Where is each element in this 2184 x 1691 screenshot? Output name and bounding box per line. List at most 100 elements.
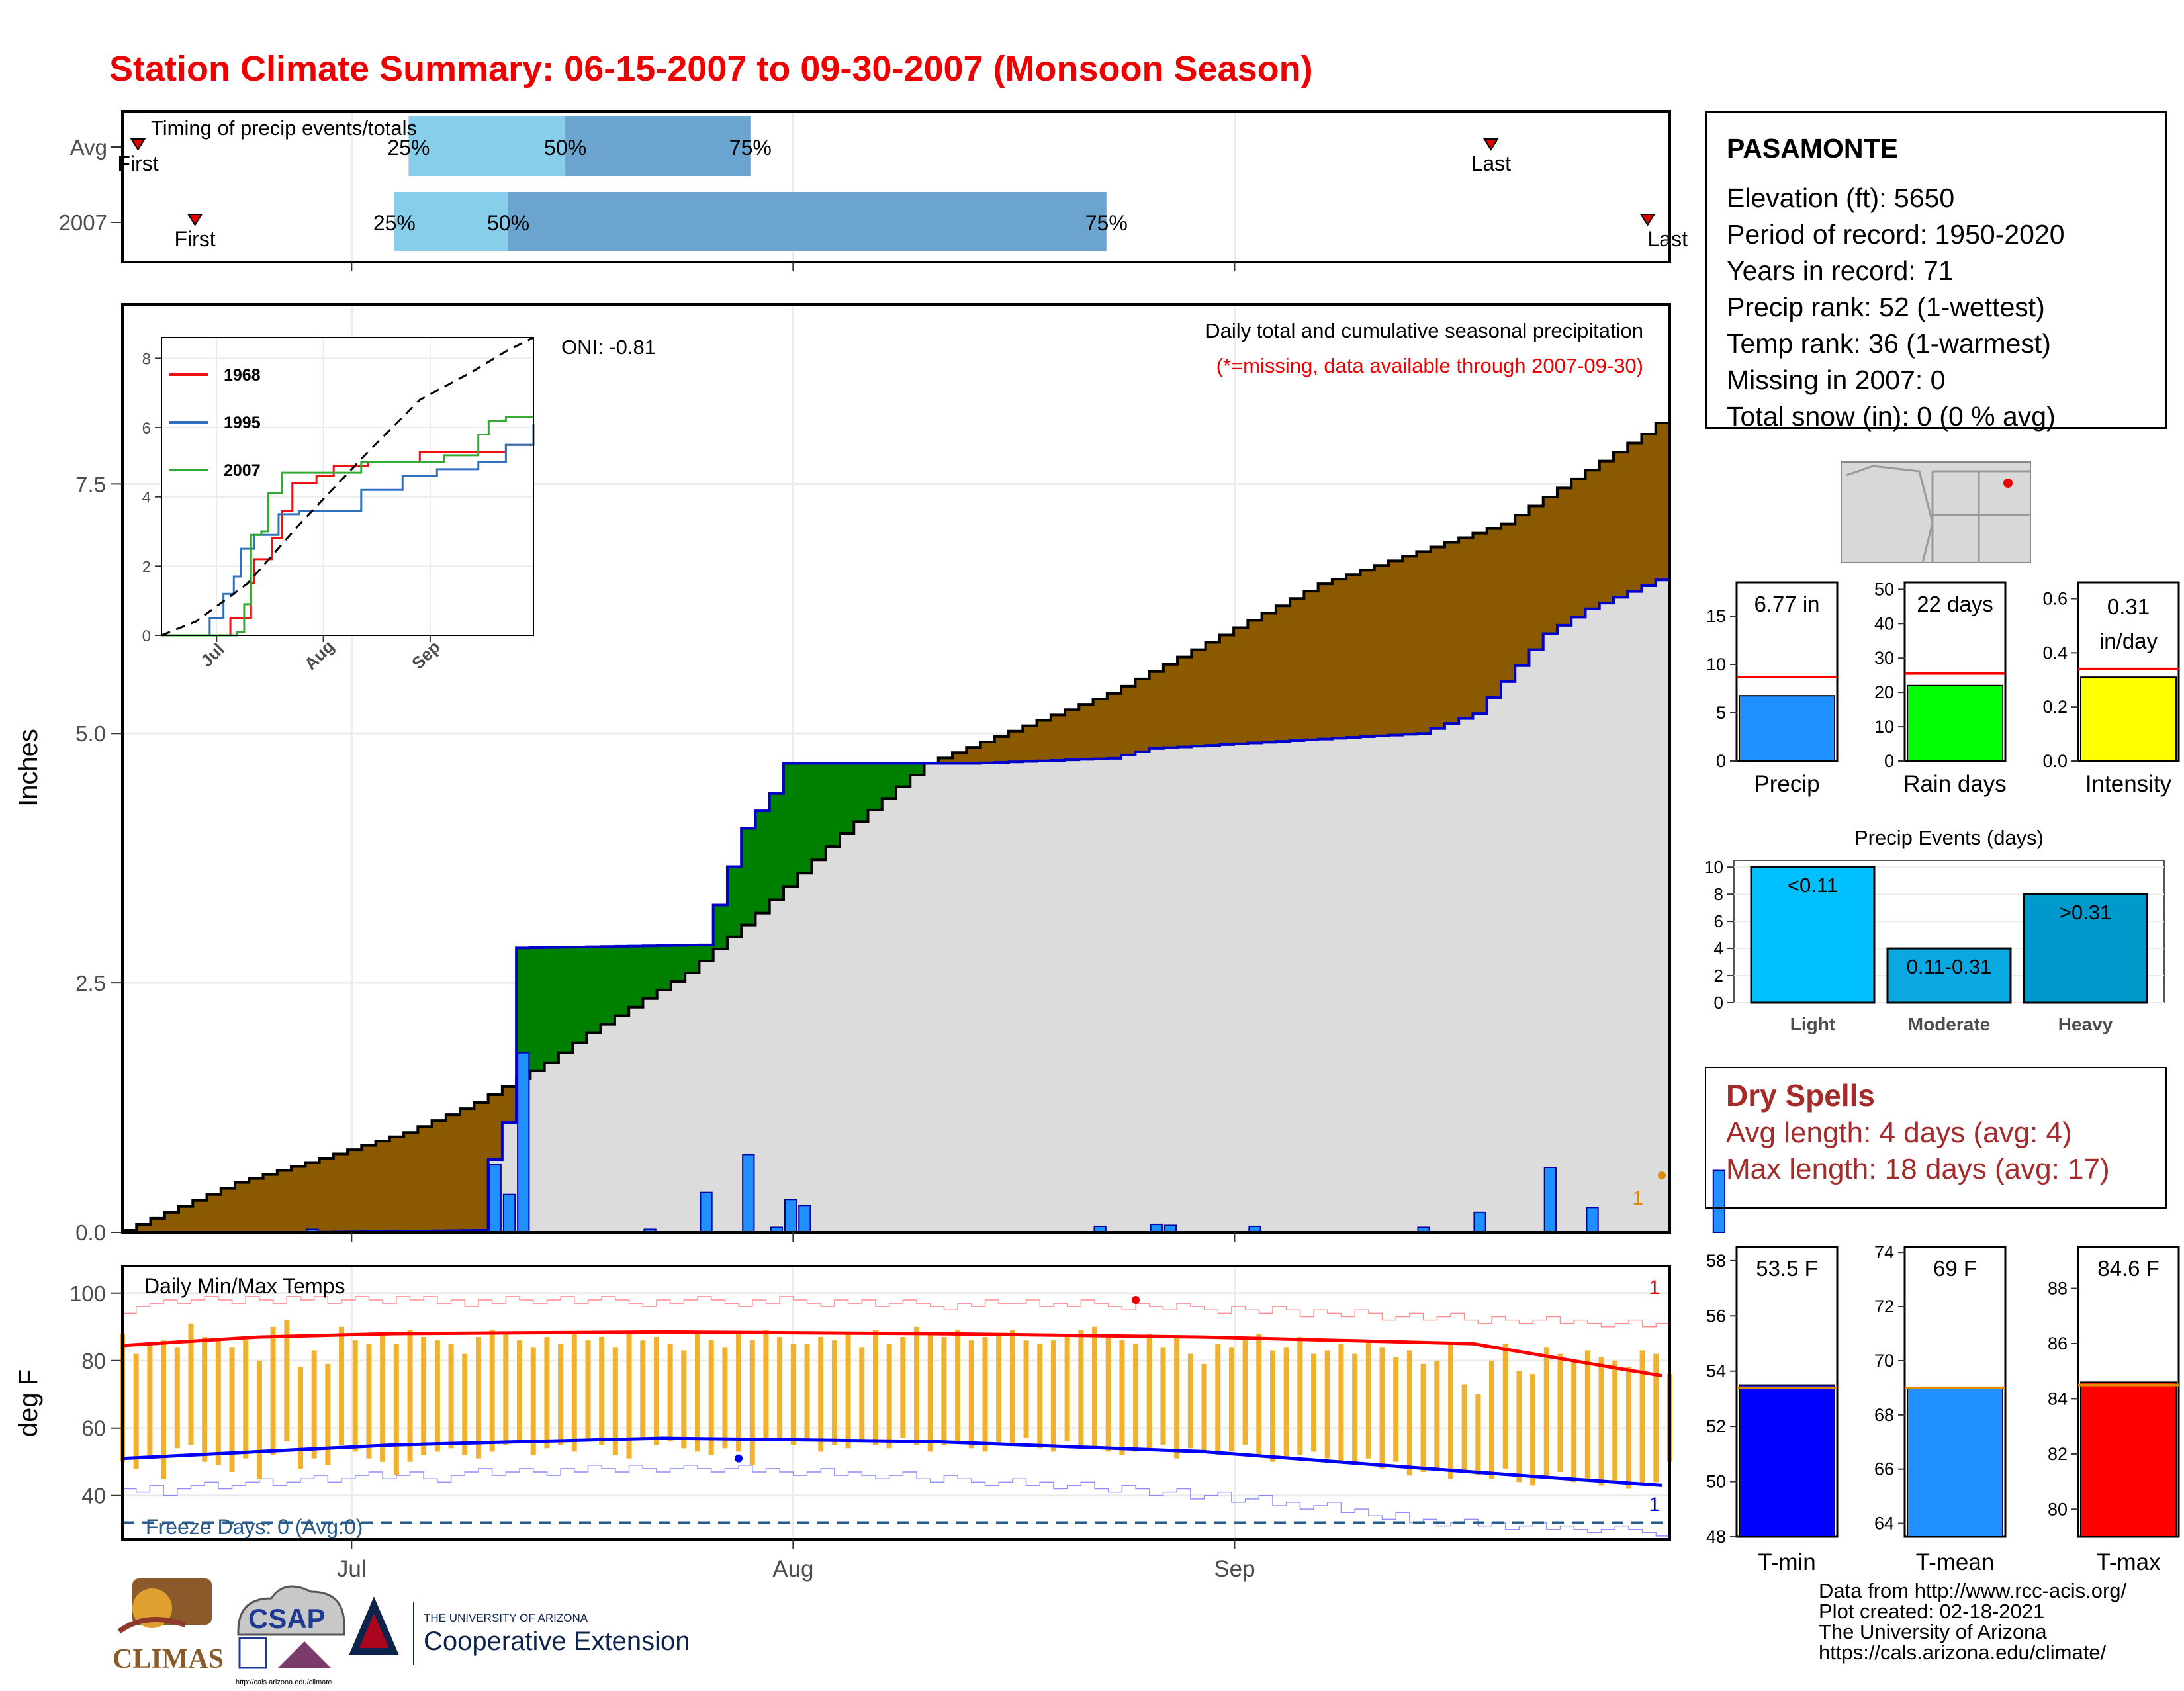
- daily-temp-range: [489, 1330, 495, 1452]
- daily-temp-range: [1078, 1330, 1084, 1445]
- deficit-band: [179, 1206, 193, 1232]
- daily-temp-range: [1502, 1344, 1508, 1469]
- surplus-band: [629, 946, 643, 1007]
- y-tick-label: 86: [2048, 1334, 2068, 1353]
- deficit-band: [389, 1136, 404, 1232]
- y-tick-label: 68: [1874, 1405, 1894, 1425]
- deficit-band: [952, 753, 967, 764]
- surplus-band: [839, 763, 854, 833]
- surplus-band: [558, 947, 573, 1053]
- y-tick-label: 56: [1706, 1306, 1726, 1326]
- deficit-band: [1543, 496, 1558, 634]
- y-tick-label: 58: [1706, 1251, 1726, 1271]
- y-tick-label: 50: [1706, 1472, 1726, 1492]
- mini-bar-T-max: [2080, 1381, 2177, 1537]
- deficit-band: [263, 1174, 278, 1232]
- csap-url: http://cals.arizona.edu/climate: [236, 1678, 332, 1686]
- observed-cumulative-line: [122, 574, 1671, 1234]
- last-event-marker: [1482, 138, 1499, 151]
- daily-temp-range: [667, 1344, 673, 1442]
- deficit-band: [1177, 657, 1192, 747]
- deficit-band: [1557, 488, 1572, 625]
- surplus-band: [769, 793, 784, 900]
- summary-bar-charts: 0 5 10 15 6.77 in Precip 0 10 20 30 40 50 22 days Rai…: [1706, 579, 2180, 797]
- record-marker-top: 1: [1649, 1277, 1660, 1299]
- y-tick-label: 8: [142, 350, 151, 368]
- daily-temp-range: [1447, 1344, 1453, 1479]
- daily-temp-range: [311, 1350, 317, 1459]
- surplus-band: [896, 763, 911, 787]
- y-axis-label: Inches: [14, 729, 43, 807]
- deficit-band: [1388, 561, 1403, 735]
- daily-temp-range: [763, 1330, 769, 1442]
- daily-temp-range: [1530, 1374, 1536, 1486]
- legend-label: 1995: [224, 414, 261, 432]
- daily-temp-range: [325, 1363, 331, 1465]
- last-label: Last: [1471, 152, 1512, 175]
- y-tick-label: 2: [142, 558, 151, 576]
- deficit-band: [1360, 570, 1375, 737]
- y-tick-label: 10: [1704, 857, 1723, 877]
- daily-temp-range: [366, 1344, 372, 1459]
- daily-precip-bar: [1543, 1167, 1557, 1233]
- inset-series-1995: [161, 424, 535, 637]
- daily-temp-range: [1584, 1350, 1590, 1479]
- events-bar-heavy: [2023, 893, 2148, 1004]
- surplus-band: [600, 946, 615, 1025]
- mini-category-label: T-max: [2096, 1549, 2161, 1575]
- deficit-band: [488, 1094, 503, 1160]
- deficit-band: [1163, 664, 1178, 748]
- surplus-band: [586, 946, 602, 1033]
- last-event-marker: [1639, 214, 1656, 226]
- y-axis-label: deg F: [14, 1369, 43, 1437]
- mini-category-label: Precip: [1754, 771, 1819, 797]
- dry-spells-box: Dry Spells Avg length: 4 days (avg: 4) M…: [1705, 1067, 2167, 1209]
- deficit-band: [474, 1103, 489, 1230]
- deficit-band: [1500, 524, 1516, 682]
- deficit-band: [966, 747, 981, 764]
- y-tick-label: 4: [1714, 938, 1723, 958]
- daily-temp-range: [243, 1340, 249, 1459]
- daily-temp-range: [831, 1340, 837, 1445]
- deficit-band: [1613, 452, 1628, 598]
- climas-text: CLIMAS: [113, 1644, 224, 1674]
- y-tick-label: 74: [1874, 1242, 1894, 1262]
- deficit-band: [1050, 715, 1066, 760]
- events-category-label: Moderate: [1908, 1014, 1990, 1034]
- daily-temp-range: [1105, 1337, 1111, 1452]
- legend-label: 1968: [224, 366, 261, 385]
- y-tick-label: 0: [1716, 751, 1726, 771]
- deficit-band: [1346, 574, 1361, 738]
- deficit-band: [1121, 686, 1136, 755]
- mini-category-label: T-mean: [1916, 1549, 1995, 1575]
- daily-temp-range: [955, 1330, 961, 1442]
- daily-temp-range: [1215, 1344, 1221, 1455]
- daily-temp-range: [1598, 1357, 1604, 1486]
- precip-events-chart: Precip Events (days) 0 2 4 6 8 10 <0.11 Light 0.1…: [1704, 826, 2165, 1034]
- y-tick-label: 80: [2048, 1499, 2068, 1519]
- record-max-line: [122, 1296, 1670, 1330]
- daily-temp-range: [1434, 1360, 1440, 1469]
- y-tick-label: 66: [1874, 1459, 1894, 1479]
- deficit-band: [333, 1154, 348, 1232]
- y-tick-label: 52: [1706, 1416, 1726, 1436]
- deficit-band: [1135, 678, 1150, 752]
- y-tick-label: 54: [1706, 1361, 1726, 1381]
- daily-temp-range: [1023, 1340, 1029, 1439]
- surplus-band: [713, 905, 728, 949]
- daily-temp-range: [1297, 1337, 1303, 1455]
- mini-value-label: 22 days: [1917, 592, 1993, 616]
- daily-temp-range: [1420, 1363, 1426, 1473]
- percentile-label: 50%: [487, 211, 529, 235]
- inset-frame: [161, 337, 534, 636]
- deficit-band: [418, 1126, 433, 1231]
- events-bar-label: <0.11: [1788, 874, 1838, 897]
- daily-temp-range: [1338, 1344, 1344, 1462]
- mini-value-label: 84.6 F: [2097, 1256, 2160, 1281]
- deficit-band: [1515, 515, 1529, 666]
- daily-temp-range: [612, 1347, 618, 1455]
- daily-temp-range: [927, 1333, 933, 1452]
- y-tick-label: 30: [1874, 648, 1894, 668]
- y-tick-label: 7.5: [75, 472, 106, 496]
